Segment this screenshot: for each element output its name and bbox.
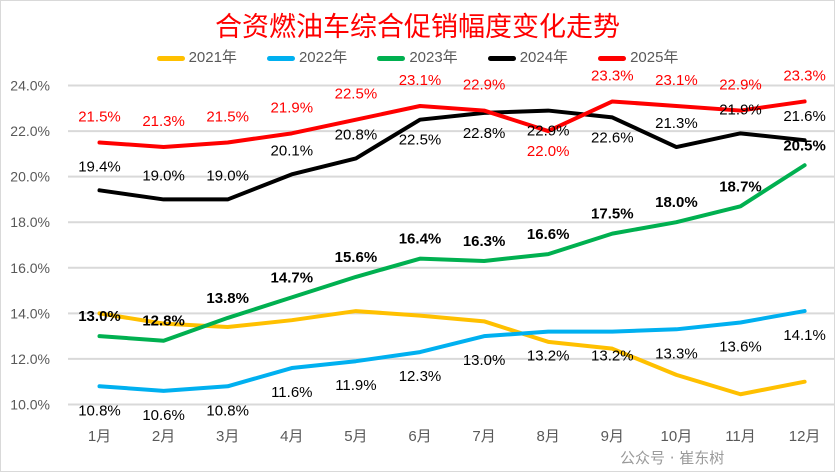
data-label: 19.0% <box>142 167 185 184</box>
data-label: 11.9% <box>335 377 376 394</box>
watermark: 公众号 · 崔东树 <box>620 449 725 467</box>
data-label: 10.6% <box>142 407 185 424</box>
data-label: 23.1% <box>655 72 698 89</box>
y-tick-label: 14.0% <box>10 305 50 321</box>
data-label: 22.5% <box>335 86 378 103</box>
data-label: 22.8% <box>463 125 506 142</box>
data-label: 22.5% <box>399 132 442 149</box>
legend-label: 2024年 <box>519 49 569 66</box>
legend-label: 2025年 <box>630 49 679 66</box>
data-label: 14.7% <box>271 269 314 286</box>
series-line-2022年 <box>97 309 807 393</box>
y-tick-label: 22.0% <box>10 123 50 139</box>
data-label: 10.8% <box>78 402 121 419</box>
data-label: 22.9% <box>463 77 506 94</box>
legend-swatch <box>598 55 627 61</box>
legend-label: 2023年 <box>409 49 458 66</box>
legend-label: 2021年 <box>188 49 237 66</box>
data-label: 19.0% <box>206 167 249 184</box>
data-label: 16.6% <box>527 226 570 243</box>
legend-swatch <box>266 55 295 61</box>
x-tick-label: 11月 <box>725 428 756 445</box>
x-tick-label: 8月 <box>537 428 560 445</box>
legend-swatch <box>156 55 185 61</box>
series-line-2024年 <box>97 108 807 202</box>
legend-swatch <box>377 55 406 61</box>
x-tick-label: 1月 <box>88 428 111 445</box>
y-tick-label: 12.0% <box>10 351 50 367</box>
data-label: 21.5% <box>78 108 121 125</box>
legend: 2021年 2022年 2023年 2024年 2025年 <box>0 49 835 67</box>
y-tick-label: 20.0% <box>10 169 50 185</box>
legend-item: 2024年 <box>487 49 569 67</box>
x-tick-label: 3月 <box>216 428 239 445</box>
data-label: 15.6% <box>335 249 378 266</box>
data-label: 17.5% <box>591 206 634 223</box>
data-label: 22.9% <box>527 123 570 140</box>
data-label: 22.6% <box>591 129 634 146</box>
legend-item: 2021年 <box>156 49 237 67</box>
data-label: 21.3% <box>655 115 698 132</box>
data-label: 18.7% <box>719 178 762 195</box>
data-label: 13.0% <box>78 308 121 325</box>
legend-item: 2022年 <box>266 49 348 67</box>
data-label: 13.3% <box>655 345 698 362</box>
data-label: 12.8% <box>142 313 185 330</box>
data-label: 13.2% <box>591 348 634 365</box>
data-label: 13.2% <box>527 348 570 365</box>
data-label: 10.8% <box>206 402 249 419</box>
legend-swatch <box>487 55 516 61</box>
data-label: 16.4% <box>399 231 442 248</box>
data-label: 20.5% <box>783 137 826 154</box>
y-tick-label: 10.0% <box>10 397 50 413</box>
y-tick-label: 24.0% <box>10 78 50 94</box>
data-label: 19.4% <box>78 158 121 175</box>
data-label: 20.1% <box>271 142 314 159</box>
legend-item: 2025年 <box>598 49 678 67</box>
data-label: 23.3% <box>591 67 634 84</box>
y-tick-label: 18.0% <box>10 214 50 230</box>
data-label: 13.0% <box>463 352 506 369</box>
data-label: 14.1% <box>783 327 826 344</box>
data-label: 13.6% <box>719 338 762 355</box>
data-label: 18.0% <box>655 194 698 211</box>
data-label: 13.8% <box>206 290 249 307</box>
data-label: 22.0% <box>527 143 570 160</box>
data-label: 23.3% <box>783 67 826 84</box>
data-label: 11.6% <box>271 384 312 401</box>
y-tick-label: 16.0% <box>10 260 50 276</box>
x-tick-label: 12月 <box>789 428 821 445</box>
data-label: 21.6% <box>783 108 826 125</box>
data-label: 12.3% <box>399 368 442 385</box>
data-label: 21.3% <box>142 113 185 130</box>
x-tick-label: 5月 <box>344 428 367 445</box>
data-label: 23.1% <box>399 72 442 89</box>
x-tick-label: 10月 <box>661 428 693 445</box>
x-tick-label: 2月 <box>152 428 175 445</box>
data-label: 22.9% <box>719 77 762 94</box>
data-label: 21.9% <box>719 101 762 118</box>
legend-item: 2023年 <box>377 49 458 67</box>
series-line-2021年 <box>97 309 807 397</box>
data-label: 20.8% <box>335 126 378 143</box>
legend-label: 2022年 <box>298 49 348 66</box>
chart-title: 合资燃油车综合促销幅度变化走势 <box>215 12 620 43</box>
data-label: 21.5% <box>206 108 249 125</box>
data-label: 21.9% <box>271 99 314 116</box>
x-tick-label: 9月 <box>601 428 624 445</box>
x-tick-label: 7月 <box>472 428 495 445</box>
x-tick-label: 6月 <box>408 428 431 445</box>
series-line-2025年 <box>97 99 807 150</box>
series-line-2023年 <box>97 163 807 343</box>
x-tick-label: 4月 <box>280 428 303 445</box>
data-label: 16.3% <box>463 233 506 250</box>
